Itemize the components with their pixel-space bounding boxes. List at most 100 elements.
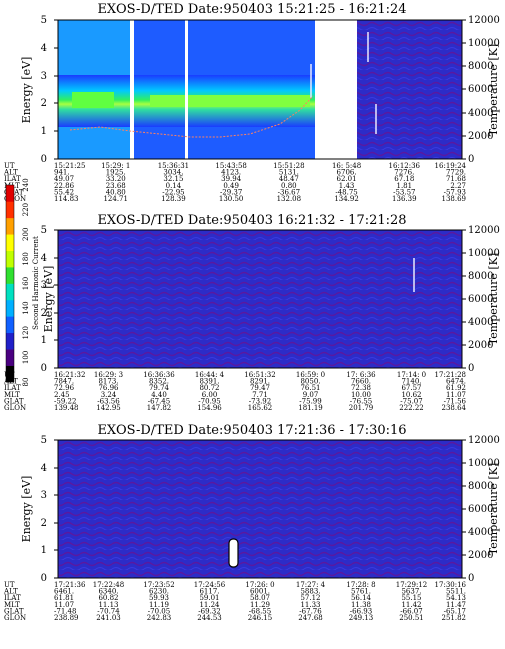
table-cell: 5883. [300,588,320,596]
panel-2-plot [57,229,463,369]
table-cell: 154.96 [197,404,222,412]
table-cell: 0.49 [223,182,239,190]
colorbar-segment [6,299,14,317]
table-cell: 4.40 [151,391,167,399]
table-cell: 49.07 [54,175,74,183]
y-tick: 3 [41,490,47,501]
table-cell: 0.80 [281,182,297,190]
y-tick: 5 [41,435,47,446]
table-cell: 11.07 [446,391,466,399]
table-cell: 67.18 [394,175,414,183]
panel-1-band-core [150,95,310,107]
y2-tick: 2000 [468,131,493,142]
table-row-label: UT [4,162,15,170]
y2-tick: 4000 [468,527,493,538]
y2-tick: 10000 [468,38,500,49]
y-tick: 4 [41,43,47,54]
colorbar-tick: 140 [22,301,30,314]
table-cell: 7660. [351,378,371,386]
panel-2-y2-label: Temperature [K] [487,253,500,345]
table-cell: 251.82 [442,614,467,622]
table-cell: 3.24 [101,391,117,399]
y2-tick: 0 [468,154,474,165]
panel-1-table: UT 15:21:25 15:29: 1 15:36:31 15:43:58 15:51:… [3,162,467,203]
table-cell: 23.68 [106,182,126,190]
table-cell: 6117. [199,588,219,596]
y-tick: 2 [41,518,47,529]
colorbar-segment [6,365,14,383]
panel-3-marker [228,538,239,568]
table-cell: 8391. [199,378,219,386]
y2-tick: 4000 [468,108,493,119]
table-cell: 5511. [446,588,466,596]
table-cell: 62.01 [337,175,357,183]
table-cell: 6230. [149,588,169,596]
colorbar-segment [6,316,14,334]
panel-3: EXOS-D/TED Date:950403 17:21:36 - 17:30:… [3,423,500,622]
table-cell: 32.15 [163,175,183,183]
y2-tick: 2000 [468,340,493,351]
table-cell: 9.07 [303,391,319,399]
colorbar-tick: 200 [22,228,30,241]
table-row-label: GLON [4,404,26,412]
table-cell: 16:59: 0 [296,371,325,379]
table-cell: 8352. [149,378,169,386]
table-cell: 241.03 [96,614,121,622]
table-cell: 2.45 [54,391,70,399]
colorbar-segment [6,234,14,251]
table-cell: 11.42 [401,601,421,609]
panel-2: EXOS-D/TED Date:950403 16:21:32 - 17:21:… [3,213,500,412]
y-tick: 1 [41,126,47,137]
table-cell: 10.62 [401,391,421,399]
y-tick: 2 [41,98,47,109]
table-cell: 6461. [54,588,74,596]
table-cell: 246.15 [248,614,273,622]
y2-tick: 6000 [468,84,493,95]
table-row-label: MLT [4,391,20,399]
table-cell: -75.99 [299,397,321,405]
table-cell: 17:29:12 [396,581,427,589]
panel-1-data-gap [315,20,357,159]
table-cell: 54.13 [446,594,466,602]
table-cell: 11.13 [98,601,118,609]
colorbar-segment [6,267,14,284]
table-cell: 55.42 [54,188,74,196]
table-cell: -66.07 [400,607,422,615]
table-cell: 15:43:58 [215,162,246,170]
table-row-label: GLAT [4,397,24,405]
y2-tick: 8000 [468,271,493,282]
panel-3-background [58,440,462,578]
y2-tick: 2000 [468,550,493,561]
table-cell: 17:30:16 [435,581,467,589]
colorbar-tick: 240 [22,178,30,191]
table-cell: 11.07 [54,601,74,609]
table-cell: 59.93 [149,594,169,602]
panel-3-table: UT 17:21:36 17:22:48 17:23:52 17:24:56 17:26:… [3,581,467,622]
table-cell: 17:27: 4 [296,581,326,589]
table-cell: 17:28: 8 [346,581,375,589]
table-cell: 7729. [446,169,466,177]
table-cell: 7.71 [252,391,268,399]
panel-1-y-axis: 0 1 2 3 4 5 Energy [eV] [20,15,58,165]
table-cell: 16:36:36 [143,371,175,379]
colorbar-segment [6,349,14,366]
panel-3-y-label: Energy [eV] [20,476,33,543]
table-cell: 11.24 [199,601,220,609]
table-cell: -59.22 [54,397,76,405]
table-cell: 16:19:24 [435,162,467,170]
table-cell: 15:29: 1 [101,162,130,170]
table-cell: 201.79 [349,404,374,412]
table-cell: 7140. [401,378,421,386]
y2-tick: 12000 [468,435,500,446]
table-row-label: ALT [3,378,18,386]
table-cell: 11.47 [446,601,466,609]
panel-3-y-axis: 0 1 2 3 4 5 Energy [eV] [20,435,58,584]
y2-tick: 8000 [468,61,493,72]
table-cell: 250.51 [399,614,424,622]
table-cell: 76.51 [300,384,320,392]
table-row-label: GLON [4,614,26,622]
table-cell: 5761. [351,588,371,596]
table-cell: -53.57 [393,188,415,196]
panel-1-temperature-trace [69,95,314,138]
table-cell: 17:21:28 [435,371,466,379]
